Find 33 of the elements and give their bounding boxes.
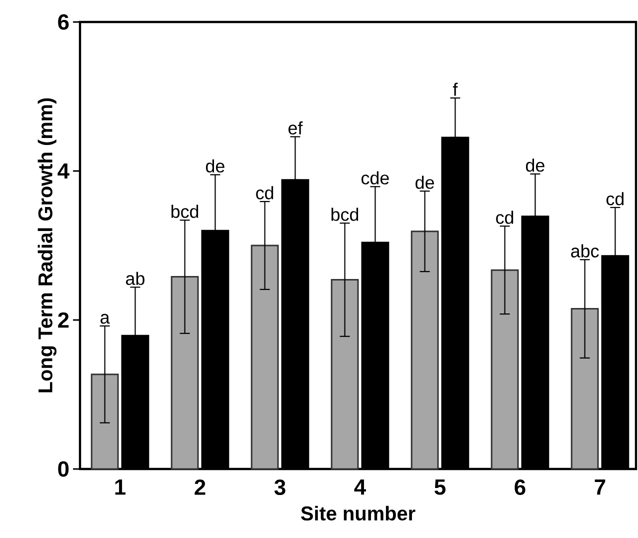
x-tick-label: 2 xyxy=(194,479,206,495)
x-tick-label: 3 xyxy=(274,479,286,496)
annotation: ef xyxy=(288,121,303,135)
annotation: abc xyxy=(571,244,599,258)
annotation: ab xyxy=(126,272,144,286)
bar xyxy=(570,308,599,470)
annotation: de xyxy=(416,176,434,189)
x-tick-label: 1 xyxy=(115,480,126,495)
annotation: bcd xyxy=(172,204,198,218)
y-axis-title: Long Term Radial Growth (mm) xyxy=(38,98,56,392)
x-tick-label: 4 xyxy=(354,480,366,495)
bar xyxy=(490,269,519,470)
annotation: cd xyxy=(496,210,514,224)
y-tick-label: 2 xyxy=(58,312,69,328)
bar xyxy=(330,279,359,470)
annotation: a xyxy=(100,314,110,324)
annotation: cd xyxy=(256,186,274,200)
bar xyxy=(410,230,439,470)
x-tick-label: 5 xyxy=(434,480,446,495)
y-tick-label: 6 xyxy=(58,14,69,30)
annotation: bcd xyxy=(332,208,358,221)
bar xyxy=(250,244,279,470)
annotation: f xyxy=(452,82,458,96)
annotation: cd xyxy=(606,192,624,206)
annotation: de xyxy=(526,158,544,172)
annotation: cde xyxy=(362,171,389,184)
bar xyxy=(170,276,199,470)
x-tick-label: 6 xyxy=(514,479,526,496)
x-axis-title: Site number xyxy=(301,506,416,521)
annotation: de xyxy=(206,159,224,173)
y-tick-label: 4 xyxy=(58,163,70,179)
x-tick-label: 7 xyxy=(594,480,606,495)
y-tick-label: 0 xyxy=(58,461,69,477)
